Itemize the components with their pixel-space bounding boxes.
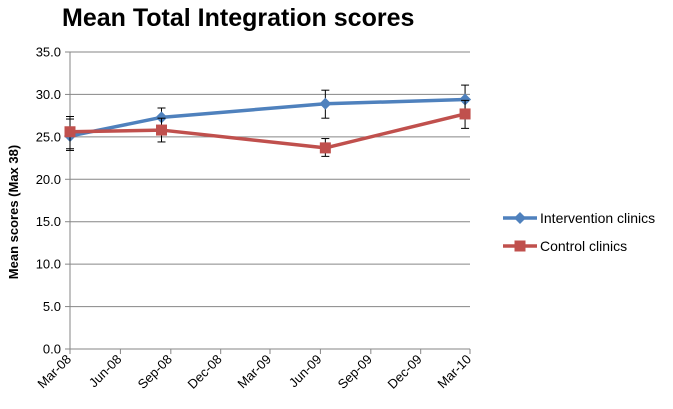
y-tick-label: 20.0 [36,172,61,187]
legend-marker [514,240,526,252]
x-tick-label: Mar-09 [234,352,274,392]
x-tick-label: Sep-08 [135,352,175,392]
legend: Intervention clinics Control clinics [503,210,655,254]
legend-marker [514,212,526,224]
y-tick-label: 5.0 [43,299,61,314]
legend-item-2: Control clinics [503,238,627,254]
y-tick-label: 10.0 [36,257,61,272]
legend-label: Intervention clinics [540,210,655,226]
data-point [156,124,168,136]
y-tick-label: 35.0 [36,45,61,60]
y-axis-ticks: 0.0 5.0 10.0 15.0 20.0 25.0 30.0 35.0 [36,45,70,357]
x-tick-label: Jun-08 [86,352,125,391]
data-point [155,111,168,124]
data-point [459,108,471,120]
y-tick-label: 0.0 [43,342,61,357]
x-tick-label: Mar-10 [434,352,474,392]
y-axis-label: Mean scores (Max 38) [6,145,21,279]
series-group [64,84,472,157]
y-tick-label: 25.0 [36,129,61,144]
data-point [459,93,472,106]
series-line [68,112,467,150]
series-2 [64,99,471,157]
gridlines [70,51,470,308]
x-tick-label: Jun-09 [286,352,325,391]
axes [69,52,470,350]
x-tick-label: Mar-08 [34,352,74,392]
series-line [68,97,467,138]
x-axis-ticks: Mar-08 Jun-08 Sep-08 Dec-08 Mar-09 Jun-09 Sep-… [34,349,474,392]
legend-item-1: Intervention clinics [503,210,655,226]
y-tick-label: 15.0 [36,214,61,229]
chart-title: Mean Total Integration scores [62,4,414,32]
legend-label: Control clinics [540,238,627,254]
data-point [64,126,76,138]
x-tick-label: Sep-09 [335,352,375,392]
x-tick-label: Dec-09 [385,352,425,392]
data-point [319,142,331,154]
data-point [319,97,332,110]
x-tick-label: Dec-08 [185,352,225,392]
y-tick-label: 30.0 [36,87,61,102]
